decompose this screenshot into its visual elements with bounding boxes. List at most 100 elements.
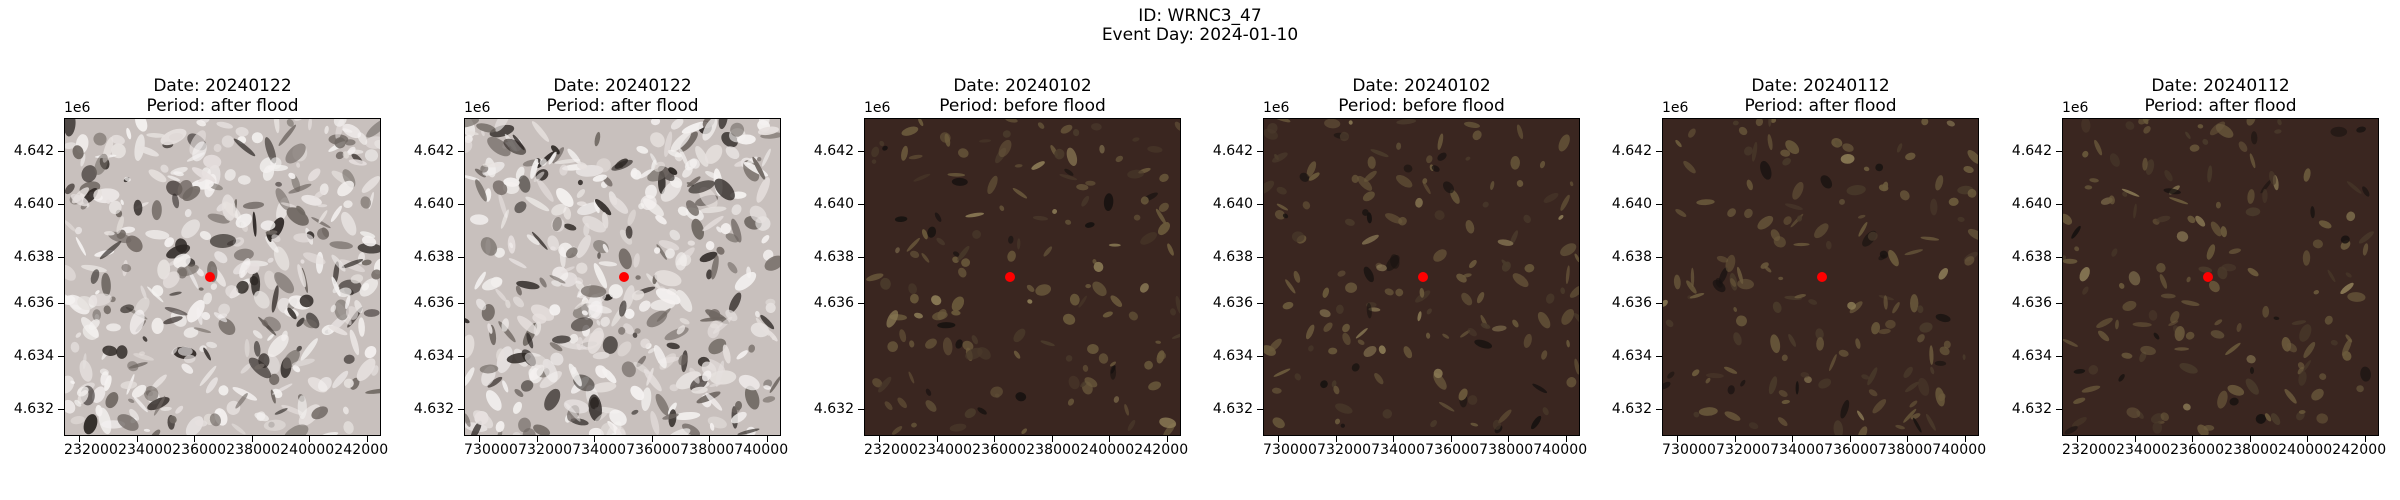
y-tick-mark	[1656, 203, 1662, 205]
y-tick-label: 4.636	[2012, 295, 2062, 311]
x-tick-mark	[651, 436, 653, 442]
satellite-image	[64, 118, 381, 436]
y-tick-mark	[1656, 150, 1662, 152]
x-tick-mark	[2307, 436, 2308, 442]
x-tick-labels: 232000234000236000238000240000242000	[2062, 442, 2387, 458]
x-tick-mark	[2134, 436, 2136, 442]
y-tick-label: 4.634	[14, 348, 64, 364]
y-tick-label: 4.638	[814, 249, 864, 265]
y-tick-mark	[2056, 302, 2062, 304]
y-tick-text: 4.642	[13, 143, 54, 159]
panel-date-label: Date: 20240112	[1751, 76, 1890, 96]
y-tick-label: 4.636	[1612, 295, 1662, 311]
y-axis-offset-label: 1e6	[464, 100, 491, 116]
location-marker	[1816, 272, 1827, 282]
y-tick-text: 4.634	[413, 348, 454, 364]
x-tick-mark	[1565, 436, 1567, 442]
x-tick-mark	[1450, 436, 1452, 442]
y-tick-text: 4.640	[2011, 196, 2052, 212]
y-axis-offset-label: 1e6	[1263, 100, 1290, 116]
x-tick-mark	[1508, 436, 1509, 442]
y-tick-text: 4.638	[413, 249, 454, 265]
y-tick-text: 4.640	[813, 196, 854, 212]
y-tick-label: 4.642	[414, 143, 464, 159]
y-tick-label: 4.632	[14, 401, 64, 417]
y-tick-mark	[1257, 150, 1263, 152]
y-tick-mark	[58, 150, 64, 152]
panel-date-label: Date: 20240122	[553, 76, 692, 96]
panel-date-label: Date: 20240102	[953, 76, 1092, 96]
y-tick-label: 4.642	[814, 143, 864, 159]
y-tick-label: 4.632	[814, 401, 864, 417]
y-tick-mark	[58, 302, 64, 304]
x-tick-mark	[994, 436, 995, 442]
y-tick-mark	[1257, 408, 1263, 410]
y-tick-text: 4.638	[1212, 249, 1253, 265]
y-tick-label: 4.632	[1612, 401, 1662, 417]
y-tick-label: 4.640	[414, 196, 464, 212]
panel-period-label: Period: before flood	[1338, 96, 1505, 116]
y-tick-label: 4.642	[2012, 143, 2062, 159]
y-tick-label: 4.638	[2012, 249, 2062, 265]
y-tick-label: 4.640	[1213, 196, 1263, 212]
y-axis-offset-label: 1e6	[64, 100, 91, 116]
y-tick-text: 4.640	[413, 196, 454, 212]
x-tick-mark	[936, 436, 938, 442]
x-tick-mark	[536, 436, 538, 442]
y-tick-text: 4.638	[13, 249, 54, 265]
y-tick-label: 4.634	[1213, 348, 1263, 364]
y-tick-label: 4.640	[1612, 196, 1662, 212]
image-panel: Date: 20240102 Period: before flood 1e6 4.6…	[1213, 0, 1643, 500]
y-tick-label: 4.640	[814, 196, 864, 212]
satellite-image-axes: 1e6 4.642 4.640 4.638 4.636 4.634 4.632 2320002…	[14, 100, 388, 458]
panel-title: Date: 20240122 Period: after flood	[464, 76, 781, 116]
location-marker	[618, 272, 629, 282]
y-tick-mark	[2056, 150, 2062, 152]
y-tick-text: 4.642	[813, 143, 854, 159]
y-tick-mark	[1656, 408, 1662, 410]
y-tick-mark	[858, 302, 864, 304]
y-tick-label: 4.636	[814, 295, 864, 311]
x-tick-mark	[1734, 436, 1736, 442]
panel-title: Date: 20240112 Period: after flood	[1662, 76, 1979, 116]
image-panel: Date: 20240112 Period: after flood 1e6 4.64…	[2012, 0, 2400, 500]
x-tick-mark	[1677, 436, 1678, 442]
location-marker	[205, 272, 216, 282]
y-tick-text: 4.636	[13, 295, 54, 311]
y-tick-text: 4.634	[1611, 348, 1652, 364]
y-tick-text: 4.642	[2011, 143, 2052, 159]
y-tick-mark	[58, 408, 64, 410]
y-tick-mark	[458, 256, 464, 258]
y-tick-mark	[1656, 355, 1662, 357]
panel-title: Date: 20240122 Period: after flood	[64, 76, 381, 116]
satellite-image-axes: 1e6 4.642 4.640 4.638 4.636 4.634 4.632 2320002…	[2012, 100, 2386, 458]
y-tick-mark	[2056, 203, 2062, 205]
panel-date-label: Date: 20240122	[153, 76, 292, 96]
satellite-image-axes: 1e6 4.642 4.640 4.638 4.636 4.634 4.632 7300007…	[414, 100, 788, 458]
x-tick-mark	[766, 436, 768, 442]
y-tick-text: 4.634	[1212, 348, 1253, 364]
y-tick-label: 4.632	[1213, 401, 1263, 417]
panel-date-label: Date: 20240102	[1352, 76, 1491, 96]
satellite-image	[464, 118, 781, 436]
y-tick-label: 4.634	[1612, 348, 1662, 364]
x-tick-mark	[2364, 436, 2366, 442]
y-tick-text: 4.640	[13, 196, 54, 212]
y-tick-label: 4.638	[1213, 249, 1263, 265]
y-tick-text: 4.642	[1212, 143, 1253, 159]
y-tick-label: 4.642	[14, 143, 64, 159]
satellite-image-axes: 1e6 4.642 4.640 4.638 4.636 4.634 4.632 7300007…	[1612, 100, 1986, 458]
y-tick-mark	[1656, 256, 1662, 258]
y-tick-mark	[458, 355, 464, 357]
y-tick-mark	[58, 203, 64, 205]
satellite-image-axes: 1e6 4.642 4.640 4.638 4.636 4.632 232000234000…	[814, 100, 1188, 458]
y-tick-label: 4.640	[2012, 196, 2062, 212]
y-tick-mark	[858, 256, 864, 258]
x-tick-labels: 730000732000734000736000738000740000	[1662, 442, 1987, 458]
x-tick-mark	[251, 436, 253, 442]
x-tick-mark	[194, 436, 195, 442]
panel-period-label: Period: after flood	[1744, 96, 1897, 116]
panel-period-label: Period: after flood	[2144, 96, 2297, 116]
y-tick-text: 4.638	[1611, 249, 1652, 265]
y-tick-label: 4.632	[2012, 401, 2062, 417]
